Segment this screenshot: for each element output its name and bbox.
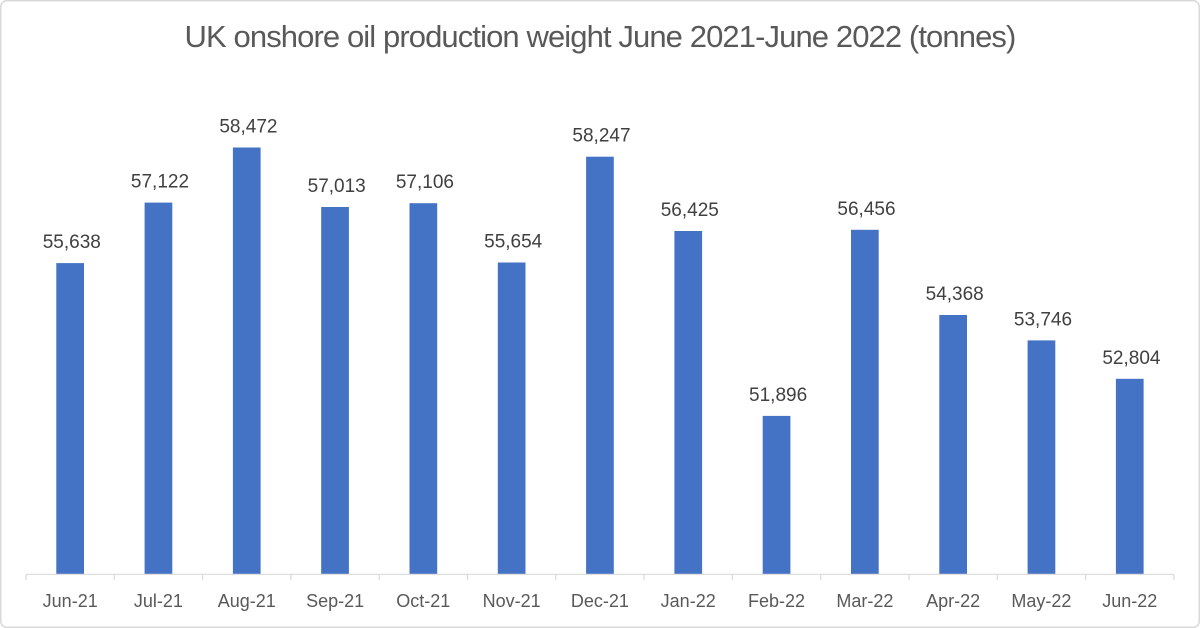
svg-text:Jun-22: Jun-22 [1102,591,1157,611]
svg-text:Apr-22: Apr-22 [926,591,980,611]
svg-text:May-22: May-22 [1011,591,1071,611]
svg-text:Oct-21: Oct-21 [396,591,450,611]
svg-text:54,368: 54,368 [926,284,984,305]
svg-text:57,122: 57,122 [131,172,189,193]
svg-text:Aug-21: Aug-21 [218,591,276,611]
svg-text:55,654: 55,654 [484,232,543,253]
svg-text:Sep-21: Sep-21 [306,591,364,611]
svg-text:52,804: 52,804 [1102,348,1161,369]
svg-text:58,472: 58,472 [219,117,277,138]
svg-text:Jun-21: Jun-21 [43,591,98,611]
svg-text:53,746: 53,746 [1014,309,1072,330]
svg-text:Mar-22: Mar-22 [836,591,893,611]
svg-text:UK onshore oil production weig: UK onshore oil production weight June 20… [185,19,1016,54]
svg-text:56,456: 56,456 [837,199,895,220]
svg-text:58,247: 58,247 [572,126,630,147]
svg-text:Nov-21: Nov-21 [483,591,541,611]
svg-text:56,425: 56,425 [661,200,719,221]
svg-text:Dec-21: Dec-21 [571,591,629,611]
svg-text:Jul-21: Jul-21 [134,591,183,611]
svg-text:51,896: 51,896 [749,385,807,406]
svg-text:57,013: 57,013 [308,176,366,197]
svg-text:Feb-22: Feb-22 [748,591,805,611]
svg-text:57,106: 57,106 [396,172,454,193]
svg-text:Jan-22: Jan-22 [661,591,716,611]
svg-text:55,638: 55,638 [43,232,101,253]
